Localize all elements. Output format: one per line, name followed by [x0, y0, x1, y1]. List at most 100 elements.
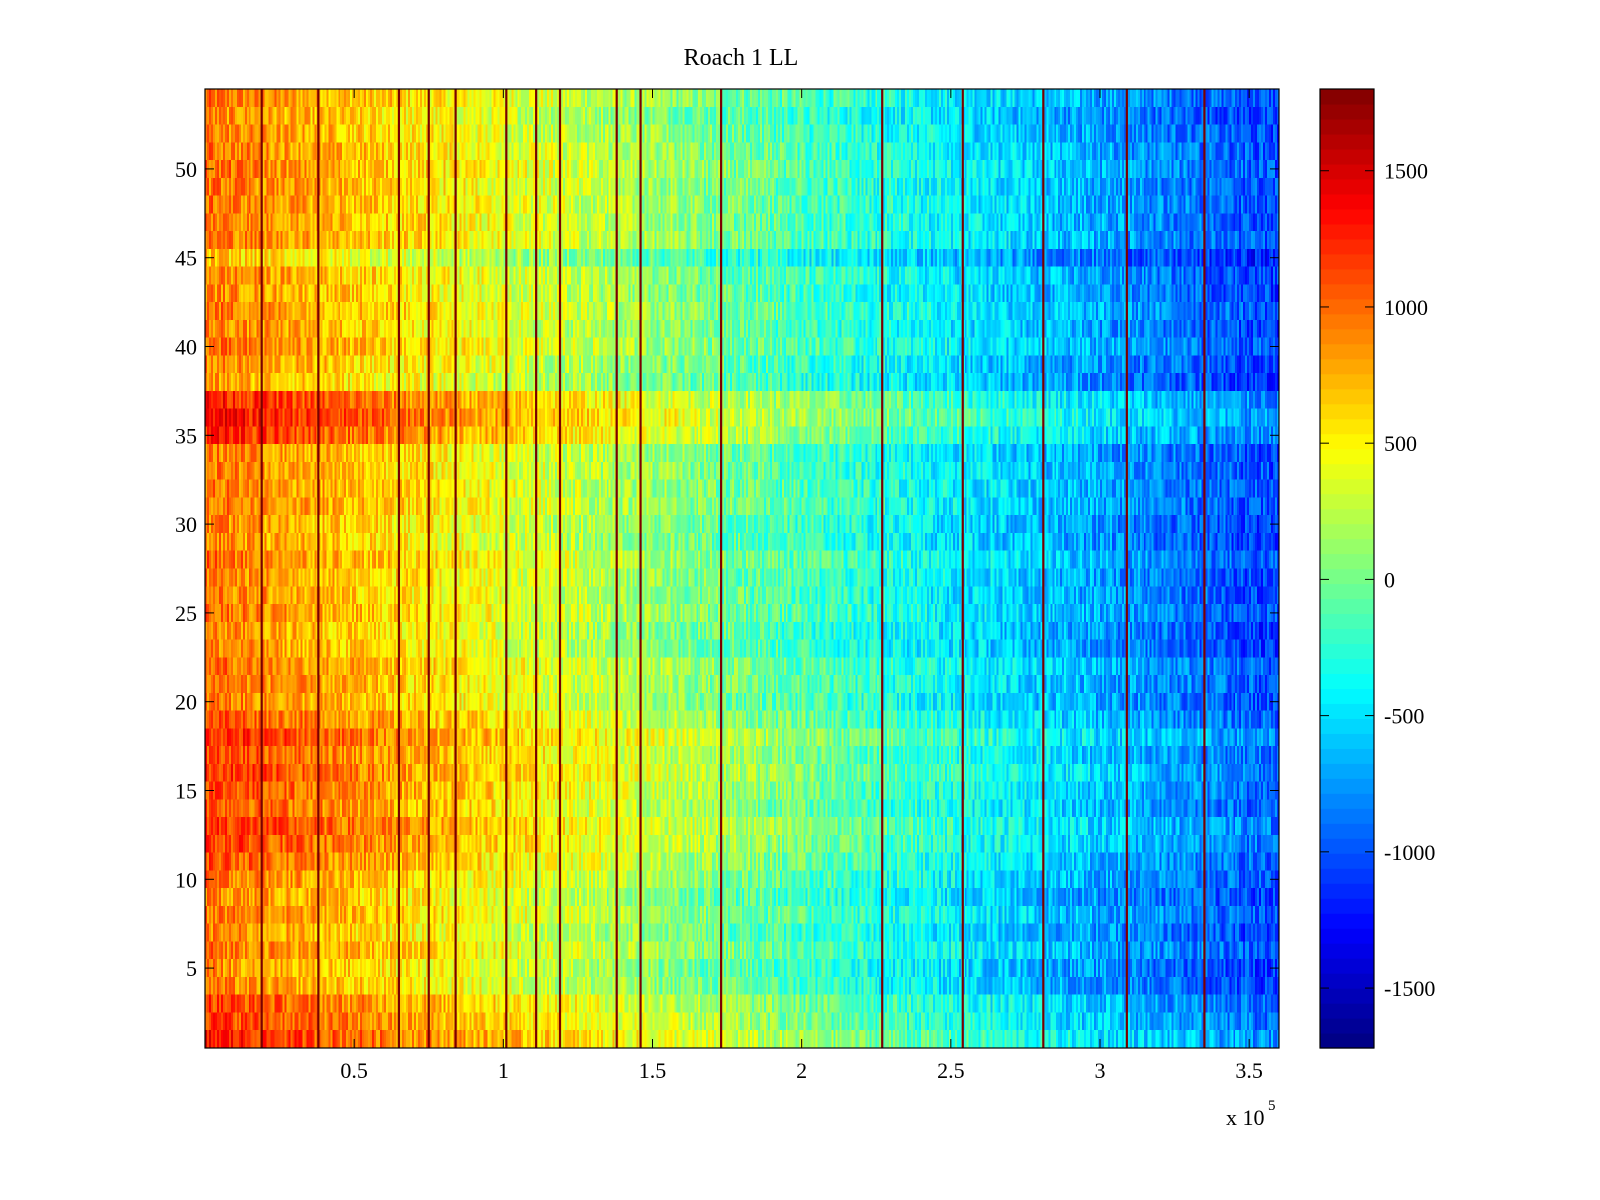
colorbar-band [1320, 418, 1374, 435]
colorbar-band [1320, 148, 1374, 165]
heatmap-raster [205, 89, 1279, 1048]
colorbar-band [1320, 658, 1374, 674]
colorbar-band [1320, 448, 1374, 465]
colorbar-band [1320, 928, 1374, 944]
y-axis: 5 10 15 20 25 30 35 40 45 50 [175, 157, 1279, 981]
colorbar-band [1320, 118, 1374, 135]
colorbar-band [1320, 853, 1374, 869]
y-tick-label: 45 [175, 246, 197, 271]
colorbar-band [1320, 988, 1374, 1004]
colorbar-band [1320, 688, 1374, 704]
y-tick-label: 35 [175, 423, 197, 448]
colorbar-band [1320, 238, 1374, 255]
colorbar-band [1320, 508, 1374, 525]
colorbar-band [1320, 403, 1374, 420]
colorbar-band [1320, 373, 1374, 390]
colorbar-band [1320, 913, 1374, 929]
colorbar-tick-label: 1500 [1384, 159, 1428, 184]
colorbar-band [1320, 673, 1374, 689]
x-tick-label: 3.5 [1235, 1058, 1263, 1083]
spike-lines [260, 89, 1206, 1048]
colorbar-frame [1319, 88, 1375, 1049]
x-tick-label: 0.5 [340, 1058, 368, 1083]
x-tick-label: 1.5 [639, 1058, 667, 1083]
colorbar-band [1320, 958, 1374, 974]
colorbar [1319, 88, 1375, 1049]
colorbar-band [1320, 793, 1374, 809]
colorbar-band [1320, 103, 1374, 120]
x-axis: 0.5 1 1.5 2 2.5 3 3.5 [340, 89, 1263, 1083]
colorbar-band [1320, 253, 1374, 270]
plot-frame [204, 88, 1280, 1049]
x-exponent-power: 5 [1268, 1098, 1276, 1114]
colorbar-band [1320, 868, 1374, 884]
colorbar-band [1320, 748, 1374, 764]
y-tick-label: 20 [175, 690, 197, 715]
colorbar-band [1320, 1033, 1374, 1049]
colorbar-band [1320, 388, 1374, 405]
colorbar-band [1320, 733, 1374, 749]
colorbar-band [1320, 808, 1374, 824]
colorbar-band [1320, 478, 1374, 495]
colorbar-band [1320, 1018, 1374, 1034]
colorbar-band [1320, 298, 1374, 315]
colorbar-band [1320, 523, 1374, 540]
colorbar-tick-label: 0 [1384, 567, 1395, 592]
colorbar-band [1320, 718, 1374, 734]
colorbar-band [1320, 328, 1374, 345]
colorbar-band [1320, 208, 1374, 225]
colorbar-band [1320, 433, 1374, 450]
colorbar-band [1320, 553, 1374, 570]
colorbar-band [1320, 703, 1374, 719]
colorbar-band [1320, 163, 1374, 180]
colorbar-band [1320, 133, 1374, 150]
colorbar-band [1320, 838, 1374, 854]
colorbar-tick-label: 1000 [1384, 295, 1428, 320]
colorbar-band [1320, 823, 1374, 839]
x-tick-label: 2 [796, 1058, 807, 1083]
colorbar-band [1320, 268, 1374, 285]
colorbar-band [1320, 883, 1374, 899]
colorbar-band [1320, 763, 1374, 779]
colorbar-band [1320, 343, 1374, 360]
chart-title: Roach 1 LL [684, 45, 799, 71]
y-tick-label: 25 [175, 601, 197, 626]
colorbar-band [1320, 358, 1374, 375]
x-tick-label: 1 [498, 1058, 509, 1083]
colorbar-band [1320, 628, 1374, 645]
colorbar-band [1320, 193, 1374, 210]
x-tick-label: 2.5 [937, 1058, 965, 1083]
colorbar-band [1320, 568, 1374, 585]
colorbar-band [1320, 223, 1374, 240]
colorbar-axis: 1500 1000 500 0 -500 -1000 -1500 [1320, 159, 1435, 1001]
colorbar-tick-label: -1000 [1384, 840, 1435, 865]
y-tick-label: 50 [175, 157, 197, 182]
x-exponent-label: x 10 [1226, 1105, 1265, 1130]
y-tick-label: 10 [175, 867, 197, 892]
colorbar-tick-label: 500 [1384, 431, 1417, 456]
y-tick-label: 40 [175, 335, 197, 360]
colorbar-band [1320, 973, 1374, 989]
colorbar-band [1320, 313, 1374, 330]
y-tick-label: 15 [175, 778, 197, 803]
heatmap-cells [205, 89, 1279, 1048]
colorbar-band [1320, 643, 1374, 660]
colorbar-band [1320, 463, 1374, 480]
colorbar-band [1320, 598, 1374, 615]
colorbar-band [1320, 943, 1374, 959]
colorbar-band [1320, 778, 1374, 794]
colorbar-tick-label: -1500 [1384, 976, 1435, 1001]
y-tick-label: 30 [175, 512, 197, 537]
colorbar-tick-label: -500 [1384, 704, 1424, 729]
colorbar-band [1320, 898, 1374, 914]
colorbar-band [1320, 493, 1374, 510]
colorbar-band [1320, 538, 1374, 555]
colorbar-band [1320, 1003, 1374, 1019]
colorbar-band [1320, 583, 1374, 600]
colorbar-band [1320, 89, 1374, 105]
y-tick-label: 5 [186, 956, 197, 981]
colorbar-band [1320, 283, 1374, 300]
colorbar-band [1320, 613, 1374, 630]
colorbar-band [1320, 178, 1374, 195]
